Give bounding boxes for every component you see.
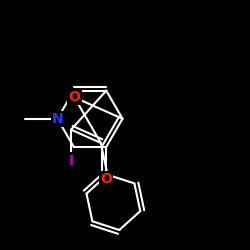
Text: N: N <box>52 112 63 126</box>
Text: O: O <box>100 172 112 186</box>
Text: O: O <box>68 90 80 104</box>
Text: I: I <box>68 154 74 168</box>
